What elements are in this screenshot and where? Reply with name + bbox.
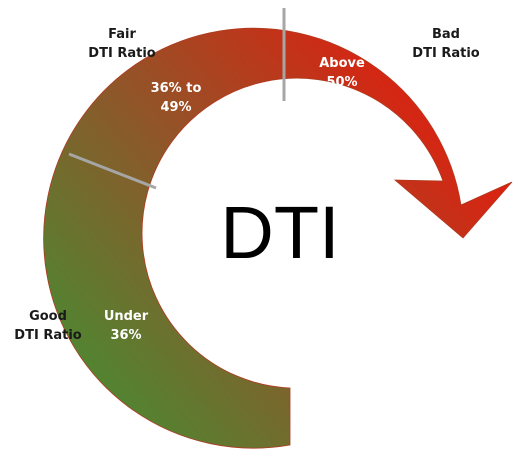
good-zone-range-line1: Under (103, 309, 149, 324)
good-zone-label: Good DTI Ratio (8, 307, 88, 345)
fair-zone-range-line1: 36% to (150, 81, 202, 96)
fair-zone-label-line1: Fair (108, 27, 136, 42)
fair-zone-range-line2: 49% (160, 100, 192, 115)
bad-zone-label-line1: Bad (432, 27, 460, 42)
fair-zone-range: 36% to 49% (138, 79, 214, 117)
bad-zone-label: Bad DTI Ratio (406, 25, 486, 63)
divider-left (68, 152, 157, 190)
good-zone-range: Under 36% (88, 307, 164, 345)
center-title: DTI (220, 191, 340, 274)
bad-zone-range-line1: Above (319, 56, 365, 71)
fair-zone-label-line2: DTI Ratio (88, 46, 156, 61)
good-zone-label-line1: Good (29, 309, 67, 324)
bad-zone-label-line2: DTI Ratio (412, 46, 480, 61)
good-zone-label-line2: DTI Ratio (14, 328, 82, 343)
fair-zone-label: Fair DTI Ratio (82, 25, 162, 63)
good-zone-range-line2: 36% (110, 328, 142, 343)
dti-arc-band (43, 27, 513, 449)
bad-zone-range: Above 50% (304, 54, 380, 92)
bad-zone-range-line2: 50% (326, 75, 358, 90)
